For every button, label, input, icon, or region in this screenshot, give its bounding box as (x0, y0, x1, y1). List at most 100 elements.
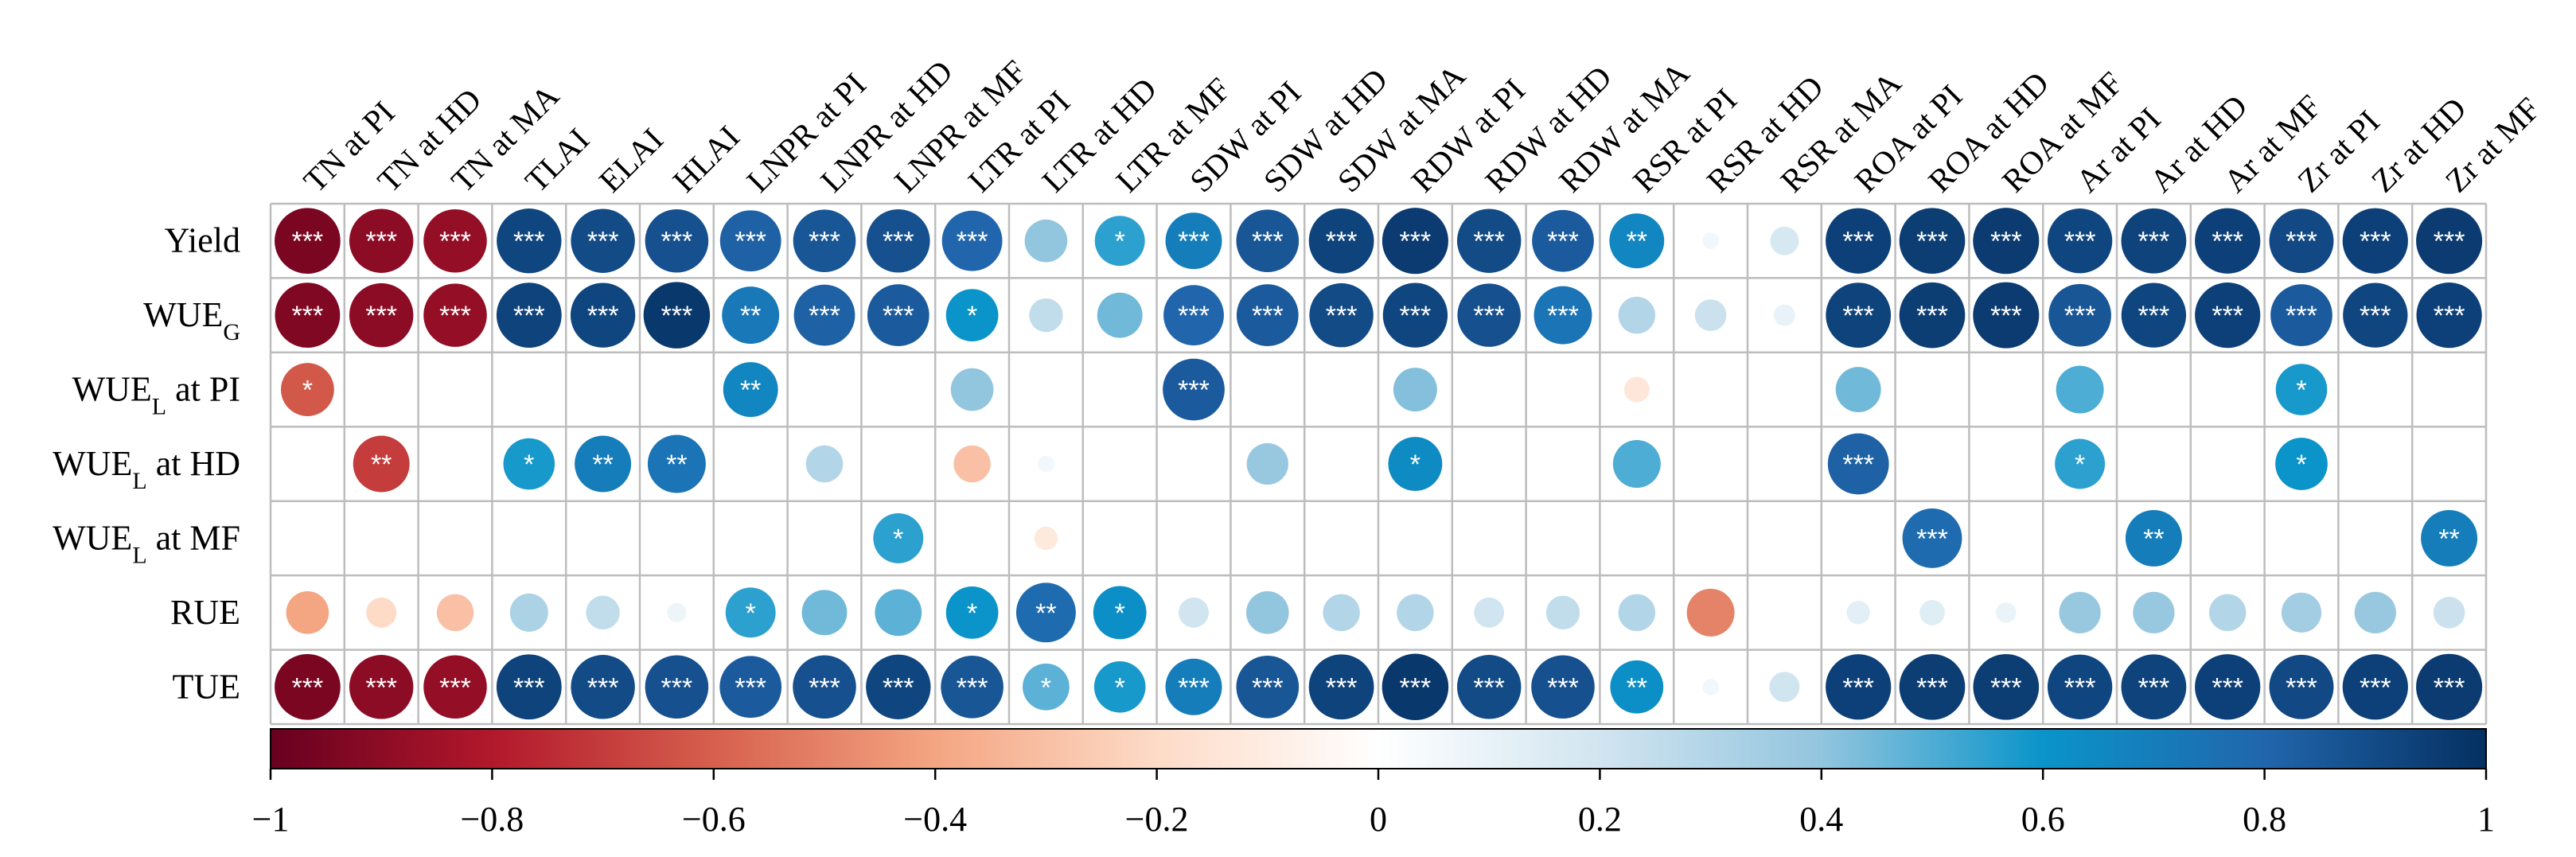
significance-stars: *** (883, 227, 914, 257)
colorbar-tick-label: 0 (1370, 800, 1387, 839)
correlation-circle (1826, 282, 1892, 349)
correlation-circle (2055, 438, 2106, 489)
correlation-circle (1456, 208, 1522, 273)
correlation-circle (1623, 376, 1650, 403)
correlation-circle (286, 591, 329, 634)
correlation-circle (1996, 602, 2017, 623)
correlation-circle (275, 208, 341, 275)
significance-stars: *** (1547, 227, 1579, 257)
significance-stars: ** (1035, 598, 1056, 629)
correlation-circle (1097, 292, 1143, 338)
significance-stars: ** (371, 450, 392, 480)
significance-stars: *** (809, 672, 840, 703)
correlation-circle (497, 208, 562, 274)
significance-stars: *** (1252, 227, 1284, 257)
colorbar-tick-label: 0.4 (1799, 800, 1843, 839)
significance-stars: *** (1916, 227, 1948, 257)
significance-stars: *** (1916, 301, 1948, 331)
correlation-circle (1038, 455, 1054, 473)
correlation-circle (2275, 364, 2328, 415)
correlation-circle (2121, 208, 2187, 274)
correlation-circle (1686, 588, 1735, 637)
correlation-circle (1827, 433, 1889, 495)
correlation-circle (349, 282, 414, 348)
significance-stars: *** (365, 301, 397, 331)
correlation-circle (2195, 208, 2261, 274)
significance-stars: *** (1400, 227, 1432, 257)
correlation-circle (2208, 594, 2247, 632)
correlation-circle (2048, 283, 2111, 347)
correlation-circle (509, 593, 548, 632)
significance-stars: *** (957, 672, 988, 703)
grid-layer (269, 202, 2488, 726)
correlation-circle (793, 284, 855, 346)
significance-stars: *** (587, 227, 619, 257)
correlation-circle (2342, 208, 2408, 274)
correlation-circle (1397, 594, 1434, 632)
significance-stars: * (2075, 450, 2085, 480)
correlation-circle (945, 586, 999, 639)
colorbar-tick-label: 1 (2477, 800, 2495, 839)
colorbar-tick-label: 0.6 (2021, 800, 2065, 839)
significance-stars: * (2296, 376, 2306, 406)
correlation-circle (1094, 216, 1145, 267)
correlation-circle (1609, 213, 1665, 269)
significance-stars: *** (587, 672, 619, 703)
significance-stars: *** (1916, 524, 1948, 554)
significance-stars: *** (1547, 672, 1579, 703)
colorbar-tick-label: −0.8 (460, 800, 524, 839)
correlation-circle (1618, 296, 1656, 334)
correlation-circle (1545, 595, 1580, 630)
correlation-circle (945, 289, 999, 341)
correlation-circle (1179, 597, 1209, 628)
correlation-circle (1165, 212, 1222, 270)
significance-stars: *** (1473, 672, 1505, 703)
correlation-circle (873, 512, 924, 563)
significance-stars: *** (2286, 227, 2317, 257)
significance-stars: *** (439, 672, 471, 703)
correlation-circle (805, 445, 844, 483)
correlation-circle (2047, 208, 2113, 274)
significance-stars: * (1115, 598, 1125, 629)
significance-stars: *** (1473, 301, 1505, 331)
correlation-circle (281, 363, 334, 416)
correlation-circle (719, 210, 781, 272)
correlation-circle (723, 362, 778, 418)
colorbar-gradient (270, 728, 2487, 769)
row-label: WUEL at PI (72, 370, 240, 419)
row-labels: Yield WUEG WUEL at PI WUEL at HD WUEL at MF R… (53, 221, 240, 707)
correlation-circle (793, 209, 856, 273)
correlation-circle (2281, 592, 2322, 633)
correlation-circle (1973, 208, 2040, 275)
significance-stars: * (1115, 672, 1125, 703)
correlation-circle (2270, 284, 2332, 347)
correlation-circle (1919, 599, 1945, 625)
significance-stars: *** (292, 227, 324, 257)
correlation-circle (353, 435, 410, 493)
circle-layer: *** *** *** *** *** *** *** *** *** *** * *** *** ***… (275, 208, 2483, 721)
correlation-circle (867, 208, 930, 273)
significance-stars: *** (439, 227, 471, 257)
correlation-circle (1474, 597, 1505, 628)
correlation-circle (503, 438, 555, 490)
significance-stars: *** (1326, 672, 1358, 703)
correlation-circle (953, 445, 991, 483)
correlation-circle (366, 597, 397, 628)
significance-stars: *** (1842, 301, 1874, 331)
significance-stars: *** (1842, 227, 1874, 257)
correlation-circle (645, 655, 709, 719)
significance-stars: *** (1990, 672, 2022, 703)
correlation-circle (1899, 208, 1966, 275)
correlation-circle (349, 655, 414, 719)
column-label: HLAI (665, 119, 746, 200)
correlation-circle (1236, 655, 1300, 719)
correlation-circle (875, 589, 922, 637)
correlation-circle (1393, 368, 1437, 412)
significance-stars: *** (2434, 672, 2465, 703)
correlation-circle (1236, 284, 1299, 347)
correlation-circle (667, 602, 687, 622)
correlation-circle (2047, 654, 2113, 719)
significance-stars: *** (2138, 301, 2170, 331)
significance-stars: *** (1990, 227, 2022, 257)
correlation-circle (2269, 654, 2334, 719)
